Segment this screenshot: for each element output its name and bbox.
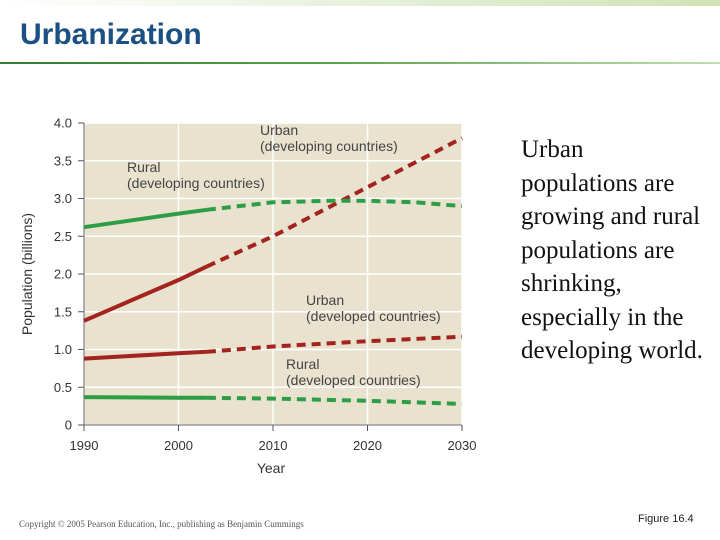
series-lines — [83, 136, 463, 406]
top-accent-band — [0, 0, 720, 6]
series-line-observed-1 — [83, 207, 208, 230]
y-tick-label: 2.0 — [54, 267, 72, 282]
series-label-2-line-1: (developed countries) — [306, 308, 441, 324]
series-line-projected-0 — [206, 136, 463, 269]
series-label-1-line-1: (developing countries) — [127, 175, 265, 191]
x-tick-label: 2020 — [353, 438, 382, 453]
population-chart: Urban (developing countries) Rural (develop… — [14, 110, 494, 480]
y-tick-label: 3.0 — [54, 191, 72, 206]
y-axis-label: Population (billions) — [19, 213, 35, 335]
series-line-observed-2 — [83, 349, 208, 361]
series-label-0-line-0: Urban — [260, 122, 298, 138]
series-label-3-line-0: Rural — [286, 356, 319, 372]
series-label-1-line-0: Rural — [127, 159, 160, 175]
series-labels: Urban(developing countries)Rural(develop… — [127, 122, 441, 388]
y-tick-label: 4.0 — [54, 116, 72, 131]
x-axis-label: Year — [257, 460, 286, 476]
x-tick-label: 2010 — [259, 438, 288, 453]
series-label-3-line-1: (developed countries) — [286, 372, 421, 388]
series-line-projected-3 — [206, 395, 463, 406]
series-label-0-line-1: (developing countries) — [260, 138, 398, 154]
y-tick-label: 3.5 — [54, 153, 72, 168]
copyright-notice: Copyright © 2005 Pearson Education, Inc.… — [19, 519, 304, 529]
y-tick-label: 0.5 — [54, 380, 72, 395]
y-tick-label: 1.5 — [54, 304, 72, 319]
series-line-projected-1 — [206, 198, 463, 212]
slide-body-text: Urban populations are growing and rural … — [521, 136, 703, 364]
title-underline — [0, 62, 720, 64]
x-tick-label: 1990 — [70, 438, 99, 453]
x-tick-label: 2030 — [448, 438, 477, 453]
y-tick-label: 0 — [65, 418, 72, 433]
x-tick-label: 2000 — [164, 438, 193, 453]
y-tick-label: 2.5 — [54, 229, 72, 244]
series-line-projected-2 — [206, 334, 463, 354]
y-tick-label: 1.0 — [54, 342, 72, 357]
series-label-2-line-0: Urban — [306, 292, 344, 308]
series-line-observed-3 — [83, 395, 207, 400]
figure-label: Figure 16.4 — [638, 513, 694, 525]
tick-labels: 0 0.5 1.0 1.5 2.0 2.5 3.0 3.5 4.0 1990 2000 2010 202… — [54, 116, 477, 454]
population-line-chart: Urban(developing countries)Rural(develop… — [19, 116, 477, 477]
page-title: Urbanization — [20, 18, 202, 51]
series-line-observed-0 — [83, 264, 208, 323]
